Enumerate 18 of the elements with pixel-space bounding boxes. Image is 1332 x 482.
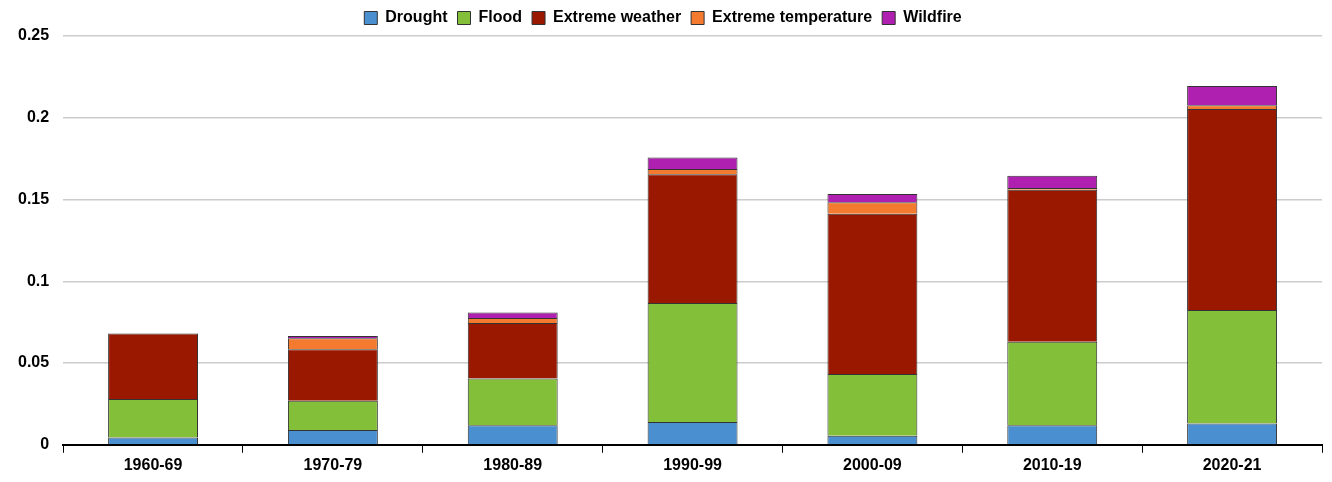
x-tick-label: 1970-79 <box>303 455 363 473</box>
legend-label: Wildfire <box>903 8 962 26</box>
x-tick-label: 2010-19 <box>1022 455 1082 473</box>
legend-label: Drought <box>385 8 449 26</box>
y-tick-label: 0 <box>40 435 50 453</box>
x-tick-label: 1980-89 <box>483 455 543 473</box>
y-tick-label: 0.15 <box>18 189 50 207</box>
y-tick-label: 0.25 <box>18 26 50 44</box>
x-tick-label: 1990-99 <box>663 455 723 473</box>
y-tick-label: 0.2 <box>26 108 50 126</box>
y-tick-label: 0.05 <box>18 353 50 371</box>
legend-label: Extreme temperature <box>712 8 873 26</box>
x-tick-label: 2000-09 <box>843 455 902 473</box>
x-tick-label: 1960-69 <box>123 455 183 473</box>
legend-label: Extreme weather <box>553 8 682 26</box>
x-tick-label: 2020-21 <box>1202 455 1262 473</box>
y-tick-label: 0.1 <box>26 271 50 289</box>
legend-label: Flood <box>478 8 523 26</box>
